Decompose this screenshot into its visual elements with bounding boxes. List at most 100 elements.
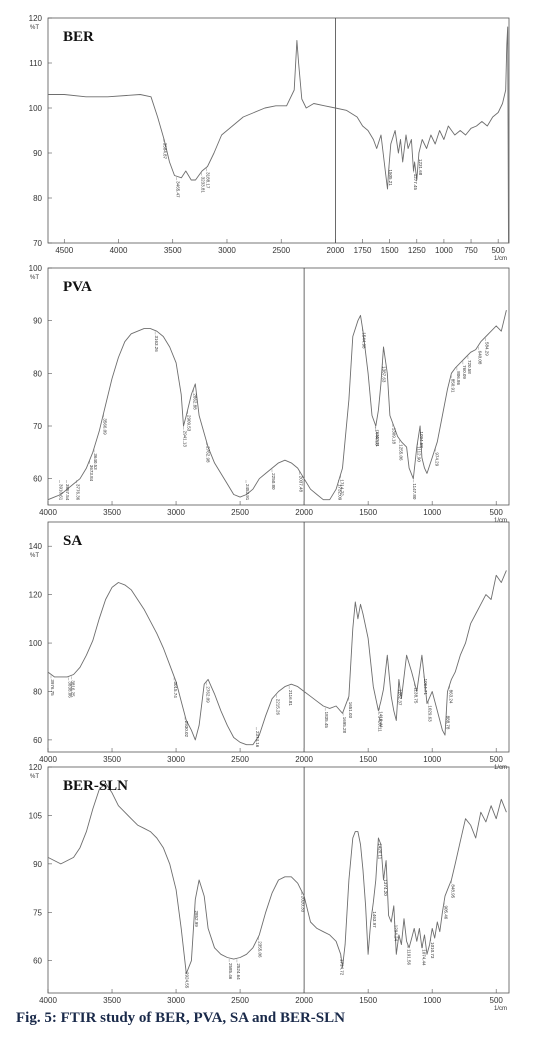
x-tick-label: 3500 (103, 755, 121, 764)
y-tick-label: 105 (29, 811, 43, 820)
peak-label: 848.95 (450, 884, 455, 898)
x-tick-label: 2500 (231, 508, 249, 517)
peak-label: 806.86 (456, 371, 461, 385)
peak-label: 2852.99 (194, 910, 199, 927)
peak-label: 1714.72 (340, 959, 345, 976)
x-axis-unit: 1/cm (494, 256, 507, 262)
plot-frame (47, 267, 510, 506)
peak-label: 1440.11 (375, 431, 380, 447)
peak-label: 3465.47 (176, 181, 181, 198)
x-tick-label: 1500 (359, 755, 377, 764)
peak-label: 1094.58 (419, 431, 424, 448)
x-tick-label: 500 (491, 246, 505, 255)
peak-label: 2453.91 (245, 484, 250, 501)
x-tick-label: 3000 (167, 508, 185, 517)
peak-label: 1695.28 (342, 717, 347, 734)
peak-label: 3233.81 (201, 177, 206, 194)
peak-label: 2374.16 (255, 731, 260, 748)
x-axis-unit: 1/cm (494, 518, 507, 524)
peak-label: 888.78 (445, 716, 450, 730)
x-tick-label: 4000 (39, 996, 57, 1005)
x-tick-label: 2500 (231, 996, 249, 1005)
peak-label: 2924.55 (185, 972, 190, 989)
x-tick-label: 3500 (164, 246, 182, 255)
y-tick-label: 120 (29, 14, 43, 23)
y-axis-label: %T (30, 553, 39, 559)
panel-title: PVA (63, 279, 92, 295)
peak-label: 1374.20 (383, 879, 388, 896)
peak-label: 1835.45 (324, 712, 329, 729)
x-tick-label: 2000 (295, 508, 313, 517)
y-tick-label: 100 (29, 639, 43, 648)
x-tick-label: 2000 (295, 996, 313, 1005)
peak-label: 3816.25 (70, 680, 75, 697)
y-tick-label: 70 (33, 422, 42, 431)
y-tick-label: 120 (29, 591, 43, 600)
x-axis-unit: 1/cm (494, 1006, 507, 1012)
x-tick-label: 2000 (327, 246, 345, 255)
peak-label: 1112.90 (417, 446, 422, 462)
x-tick-label: 1500 (359, 508, 377, 517)
peak-label: 1544.98 (361, 332, 366, 349)
peak-label: 760.09 (462, 365, 467, 379)
y-axis-label: %T (30, 774, 39, 780)
x-tick-label: 4000 (39, 755, 57, 764)
peak-label: 3776.36 (76, 484, 81, 501)
peak-label: 3976.75 (50, 679, 55, 696)
y-tick-label: 110 (29, 59, 42, 68)
spectrum-panel-ber: 70 80 90 100 110 120 %T 4500 4000 3500 3000 2500 200… (29, 14, 510, 262)
x-tick-label: 4000 (110, 246, 128, 255)
peak-label: 1294.24 (394, 925, 399, 942)
y-tick-label: 60 (33, 957, 42, 966)
peak-label: 1732.09 (337, 484, 342, 501)
peak-label: 3857.54 (65, 484, 70, 501)
peak-label: 2762.98 (205, 446, 210, 463)
x-tick-label: 1000 (423, 508, 441, 517)
y-tick-label: 60 (33, 736, 42, 745)
peak-label: 863.24 (449, 690, 454, 704)
figure-caption: Fig. 5: FTIR study of BER, PVA, SA and B… (16, 1010, 345, 1026)
peak-label: 1505.21 (388, 170, 393, 187)
y-axis-label: %T (30, 25, 39, 31)
peak-label: 2762.09 (205, 686, 210, 703)
x-tick-label: 3000 (167, 996, 185, 1005)
x-tick-label: 1250 (408, 246, 426, 255)
peak-label: 850.91 (450, 379, 455, 393)
peak-label: 1191.56 (407, 949, 412, 965)
peak-label: 1420.11 (377, 843, 382, 859)
peak-label: 1262.37 (398, 689, 403, 706)
x-tick-label: 1000 (423, 996, 441, 1005)
y-tick-label: 60 (33, 475, 42, 484)
x-tick-label: 750 (464, 246, 478, 255)
panel-title: BER-SLN (63, 778, 128, 794)
x-tick-label: 3000 (167, 755, 185, 764)
spectrum-line (47, 309, 507, 501)
x-tick-label: 1750 (354, 246, 372, 255)
peak-label: 1463.97 (372, 911, 377, 928)
y-tick-label: 80 (33, 194, 42, 203)
peak-label: 1231.68 (418, 159, 423, 176)
y-tick-label: 90 (33, 317, 42, 326)
panel-title: SA (63, 533, 82, 549)
y-tick-label: 120 (29, 763, 43, 772)
y-tick-label: 90 (33, 149, 42, 158)
peak-label: 3015.74 (173, 682, 178, 699)
plot-frame (47, 766, 510, 994)
peak-label: 3673.84 (89, 465, 94, 482)
peak-label: 1255.06 (399, 444, 404, 461)
peak-label: 1420.11 (377, 716, 382, 732)
y-tick-label: 100 (29, 104, 43, 113)
peak-label: 1651.03 (348, 702, 353, 719)
peak-label: 1029.63 (427, 705, 432, 722)
x-tick-label: 1500 (381, 246, 399, 255)
peak-label: 1309.18 (392, 428, 397, 445)
peak-label: 2930.02 (184, 721, 189, 738)
peak-label: 2355.06 (258, 941, 263, 958)
spectrum-panel-pva: 60 70 80 90 100 %T 4000 3500 3000 2500 2000 1500 100… (29, 264, 510, 524)
spectrum-line (47, 570, 507, 746)
spectrum-panel-bersln: 60 75 90 105 120 %T 4000 3500 3000 2500 2000 1500 10… (29, 763, 510, 1012)
peak-label: 1138.75 (413, 687, 418, 703)
x-tick-label: 4000 (39, 508, 57, 517)
x-tick-label: 3000 (218, 246, 236, 255)
x-tick-label: 3500 (103, 996, 121, 1005)
